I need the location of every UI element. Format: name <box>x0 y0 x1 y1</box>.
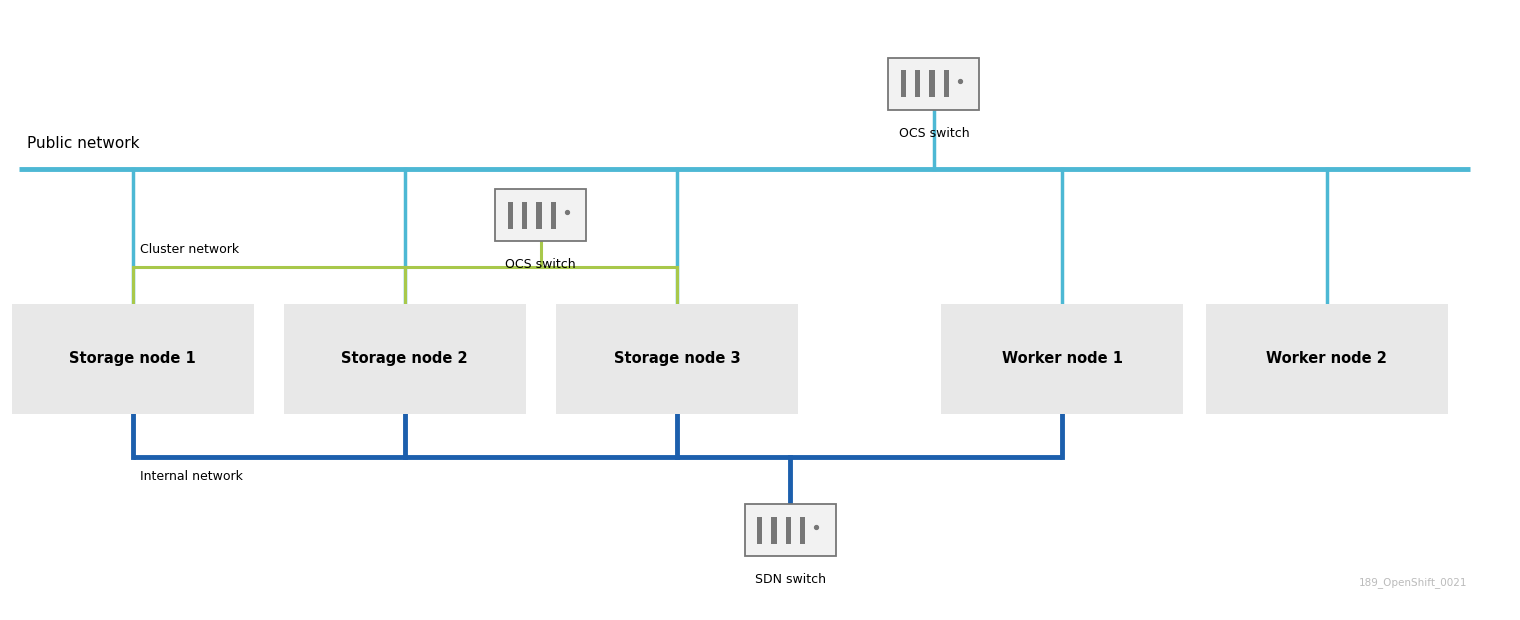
Text: Storage node 3: Storage node 3 <box>614 352 740 366</box>
FancyBboxPatch shape <box>745 504 836 556</box>
Text: SDN switch: SDN switch <box>755 574 825 587</box>
Bar <box>900 70 906 97</box>
FancyBboxPatch shape <box>284 304 526 414</box>
Text: Storage node 1: Storage node 1 <box>70 352 196 366</box>
Bar <box>771 516 777 544</box>
Text: Worker node 2: Worker node 2 <box>1266 352 1388 366</box>
Bar <box>537 202 541 229</box>
Text: 189_OpenShift_0021: 189_OpenShift_0021 <box>1359 577 1467 588</box>
FancyBboxPatch shape <box>1205 304 1449 414</box>
FancyBboxPatch shape <box>941 304 1183 414</box>
Text: Internal network: Internal network <box>140 470 243 483</box>
FancyBboxPatch shape <box>496 189 587 241</box>
Bar <box>944 70 948 97</box>
Text: Storage node 2: Storage node 2 <box>342 352 468 366</box>
FancyBboxPatch shape <box>12 304 254 414</box>
Bar <box>508 202 512 229</box>
Bar <box>929 70 935 97</box>
Bar <box>915 70 920 97</box>
Bar <box>521 202 527 229</box>
Bar <box>786 516 790 544</box>
Text: OCS switch: OCS switch <box>898 127 970 140</box>
Text: Cluster network: Cluster network <box>140 243 239 256</box>
Text: Worker node 1: Worker node 1 <box>1002 352 1123 366</box>
Bar <box>550 202 556 229</box>
FancyBboxPatch shape <box>889 58 979 110</box>
FancyBboxPatch shape <box>556 304 798 414</box>
Bar <box>757 516 762 544</box>
Bar <box>800 516 806 544</box>
Text: Public network: Public network <box>27 136 140 151</box>
Text: OCS switch: OCS switch <box>506 259 576 272</box>
